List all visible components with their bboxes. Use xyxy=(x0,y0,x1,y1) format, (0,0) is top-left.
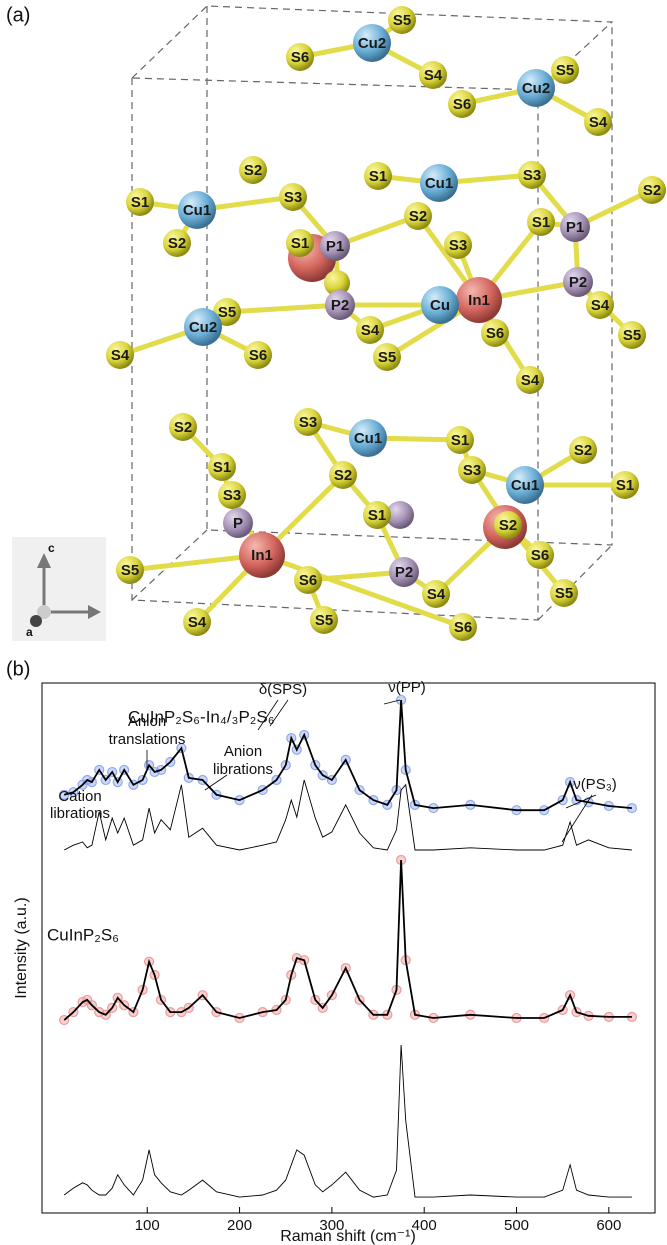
atom-label: S1 xyxy=(213,459,231,476)
atom-label: P1 xyxy=(566,219,584,236)
sample-label: CuInP₂S₆-In₄/₃P₂S₆ xyxy=(128,707,275,726)
atom-label: S1 xyxy=(368,507,386,524)
atom-label: S2 xyxy=(643,182,661,199)
annotation: translations xyxy=(109,731,186,748)
x-tick-label: 100 xyxy=(135,1217,160,1234)
atom-label: S5 xyxy=(393,12,411,29)
axis-label: a xyxy=(26,625,33,639)
atom-label: P1 xyxy=(326,238,344,255)
atom-label: S2 xyxy=(499,517,517,534)
component-line xyxy=(64,1045,632,1197)
atom-label: Cu1 xyxy=(511,477,539,494)
atom-label: P xyxy=(233,515,243,532)
atom-label: Cu xyxy=(430,297,450,314)
x-axis-label: Raman shift (cm⁻¹) xyxy=(280,1228,416,1245)
atom-label: Cu2 xyxy=(189,319,217,336)
atom-label: S6 xyxy=(531,547,549,564)
annotation: librations xyxy=(50,805,110,822)
x-tick-label: 200 xyxy=(227,1217,252,1234)
atom-label: Cu1 xyxy=(354,430,382,447)
atom-label: S2 xyxy=(244,162,262,179)
bond xyxy=(227,305,340,312)
atom-label: S1 xyxy=(451,432,469,449)
atom-label: P2 xyxy=(331,297,349,314)
annotation: ν(PS₃) xyxy=(573,776,617,793)
atom-label: S4 xyxy=(589,114,608,131)
atom-label: S4 xyxy=(361,322,380,339)
atom-label: S5 xyxy=(555,585,573,602)
atom-label: S1 xyxy=(616,477,634,494)
panel-label: (a) xyxy=(6,4,30,26)
atom-label: In1 xyxy=(251,547,273,564)
atom-label: P2 xyxy=(569,274,587,291)
atom-label: S4 xyxy=(427,586,446,603)
sample-label: CuInP₂S₆ xyxy=(47,925,119,944)
atom-label: S6 xyxy=(291,49,309,66)
x-tick-label: 600 xyxy=(596,1217,621,1234)
atom-label: S6 xyxy=(486,325,504,342)
atom-label: S1 xyxy=(131,194,149,211)
atom-label: S3 xyxy=(523,167,541,184)
atom-label: S2 xyxy=(174,419,192,436)
atom-label: S6 xyxy=(299,572,317,589)
annotation: Anion xyxy=(224,743,262,760)
atom-label: S5 xyxy=(315,612,333,629)
annotation: librations xyxy=(213,761,273,778)
atom-label: S5 xyxy=(556,62,574,79)
atom-label: S5 xyxy=(623,327,641,344)
atom-label: S3 xyxy=(223,487,241,504)
atom-label: S2 xyxy=(168,235,186,252)
fit-line xyxy=(64,860,632,1020)
y-axis-label: Intensity (a.u.) xyxy=(13,897,30,998)
atom-label: P2 xyxy=(395,564,413,581)
plot-area: 100200300400500600CationlibrationsAniont… xyxy=(50,679,636,1234)
annotation: ν(PP) xyxy=(388,679,426,696)
atom-label: S6 xyxy=(453,96,471,113)
atom-label: S4 xyxy=(591,297,610,314)
atom-label: Cu2 xyxy=(522,80,550,97)
atom-label: S4 xyxy=(111,347,130,364)
atom-label: S1 xyxy=(532,214,550,231)
atom-label: S4 xyxy=(424,67,443,84)
atom-label: S6 xyxy=(454,619,472,636)
atom-label: S3 xyxy=(463,462,481,479)
atom-label: S1 xyxy=(369,168,387,185)
atom-label: S5 xyxy=(378,349,396,366)
atom-label: S2 xyxy=(574,442,592,459)
atom-label: S3 xyxy=(299,414,317,431)
atom-label: S5 xyxy=(218,304,236,321)
panel-label: (b) xyxy=(6,658,30,680)
axes-indicator: c a xyxy=(12,537,106,641)
atom-label: S1 xyxy=(291,235,309,252)
component-line xyxy=(64,780,632,850)
atom-label: S4 xyxy=(521,372,540,389)
annotation: δ(SPS) xyxy=(259,681,307,698)
x-tick-label: 500 xyxy=(504,1217,529,1234)
atom-label: S4 xyxy=(188,614,207,631)
atom-label: In1 xyxy=(468,292,490,309)
atom-label: S3 xyxy=(284,189,302,206)
atom-label: S2 xyxy=(409,208,427,225)
annotation: Cation xyxy=(58,788,101,805)
figure: (a) (b) S5Cu2S6S4S5Cu2S6S4S2S1Cu1S3S2S1C… xyxy=(0,0,667,1245)
atom-label: Cu2 xyxy=(358,35,386,52)
atom-label: S6 xyxy=(249,347,267,364)
atom-label: Cu1 xyxy=(425,175,453,192)
atom-label: Cu1 xyxy=(183,202,211,219)
atom-label: S2 xyxy=(334,467,352,484)
axis-label: c xyxy=(48,541,55,555)
atom-label: S5 xyxy=(121,562,139,579)
atom-label: S3 xyxy=(449,237,467,254)
